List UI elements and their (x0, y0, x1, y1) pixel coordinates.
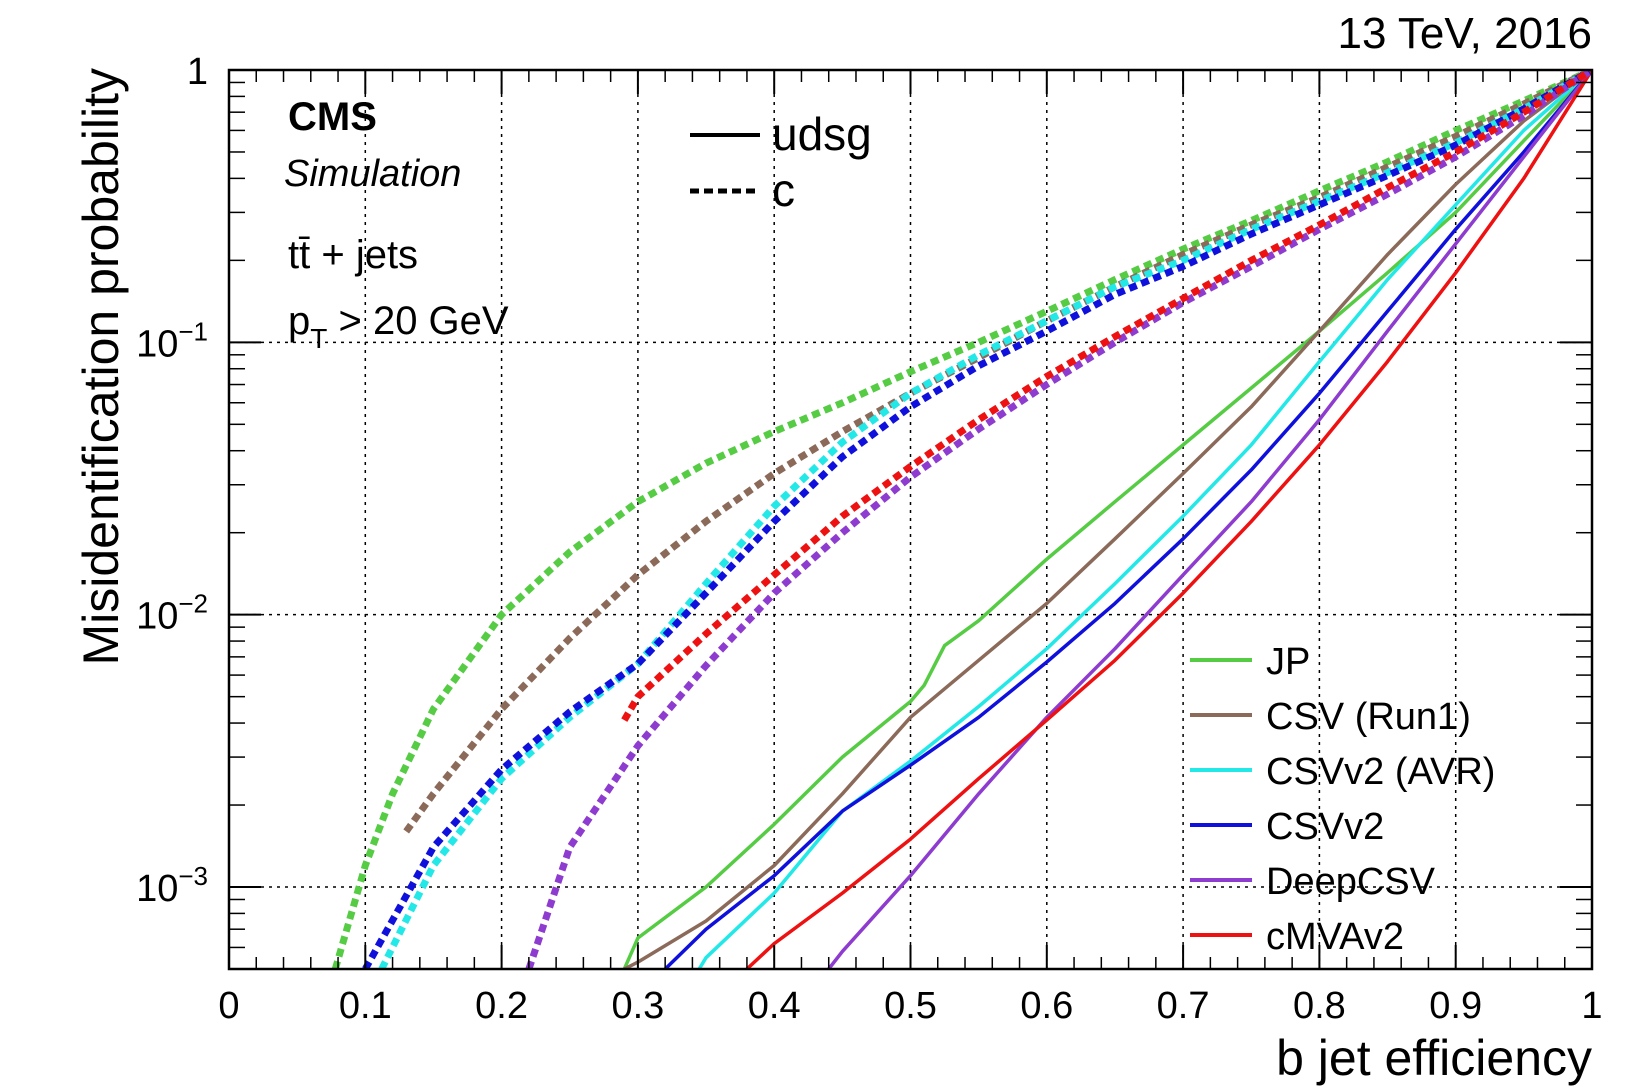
series-deepcsv-udsg (827, 70, 1592, 969)
series-csvv2-udsg (663, 70, 1592, 969)
experiment-label: CMS (288, 95, 377, 139)
series-layer (331, 70, 1592, 969)
process-label: tt̄ + jets (288, 233, 418, 277)
series-jp-udsg (622, 70, 1592, 969)
y-tick-label: 10−2 (136, 589, 208, 638)
style-legend-label: c (772, 164, 795, 216)
legend-label: DeepCSV (1266, 861, 1436, 903)
y-tick-label: 10−3 (136, 861, 208, 910)
legend-label: CSV (Run1) (1266, 696, 1471, 738)
axes: 0 0.1 0.2 0.3 0.4 0.5 0.6 0.7 0.8 0.9 1 1 10−1 10−2 10… (136, 51, 1603, 1027)
series-cmvav2-c (621, 70, 1592, 722)
status-label: Simulation (284, 153, 461, 195)
x-tick-label: 0.3 (611, 985, 664, 1027)
x-tick-label: 0.5 (884, 985, 937, 1027)
series-deepcsv-c (525, 70, 1592, 969)
legend: JP CSV (Run1) CSVv2 (AVR) CSVv2 DeepCSV cMVAv… (1190, 641, 1495, 958)
legend-label: JP (1266, 641, 1310, 683)
y-tick-label: 10−1 (136, 316, 208, 365)
legend-label: cMVAv2 (1266, 916, 1404, 958)
legend-label: CSVv2 (1266, 806, 1384, 848)
series-cmvav2-udsg (745, 70, 1592, 969)
style-legend-label: udsg (772, 108, 872, 160)
y-tick-label: 1 (187, 51, 208, 93)
cut-label: pT > 20 GeV (288, 299, 509, 354)
x-tick-label: 0.2 (475, 985, 528, 1027)
series-csv-run1-udsg (623, 70, 1592, 969)
x-tick-label: 0.1 (339, 985, 392, 1027)
x-axis-label: b jet efficiency (1276, 1030, 1592, 1086)
legend-label: CSVv2 (AVR) (1266, 751, 1495, 793)
x-tick-label: 0.7 (1157, 985, 1210, 1027)
series-csvv2-avr-udsg (697, 70, 1592, 969)
series-csvv2-c (362, 70, 1592, 969)
x-tick-label: 1 (1581, 985, 1602, 1027)
x-tick-label: 0 (218, 985, 239, 1027)
x-tick-label: 0.6 (1020, 985, 1073, 1027)
y-axis-label: Misidentification probability (73, 68, 129, 666)
x-tick-label: 0.9 (1429, 985, 1482, 1027)
top-right-label: 13 TeV, 2016 (1338, 9, 1592, 58)
plot-frame (227, 68, 1594, 971)
series-jp-c (331, 70, 1592, 969)
series-csvv2-avr-c (378, 70, 1592, 969)
x-tick-label: 0.4 (748, 985, 801, 1027)
series-csv-run1-c (403, 70, 1592, 834)
x-tick-label: 0.8 (1293, 985, 1346, 1027)
